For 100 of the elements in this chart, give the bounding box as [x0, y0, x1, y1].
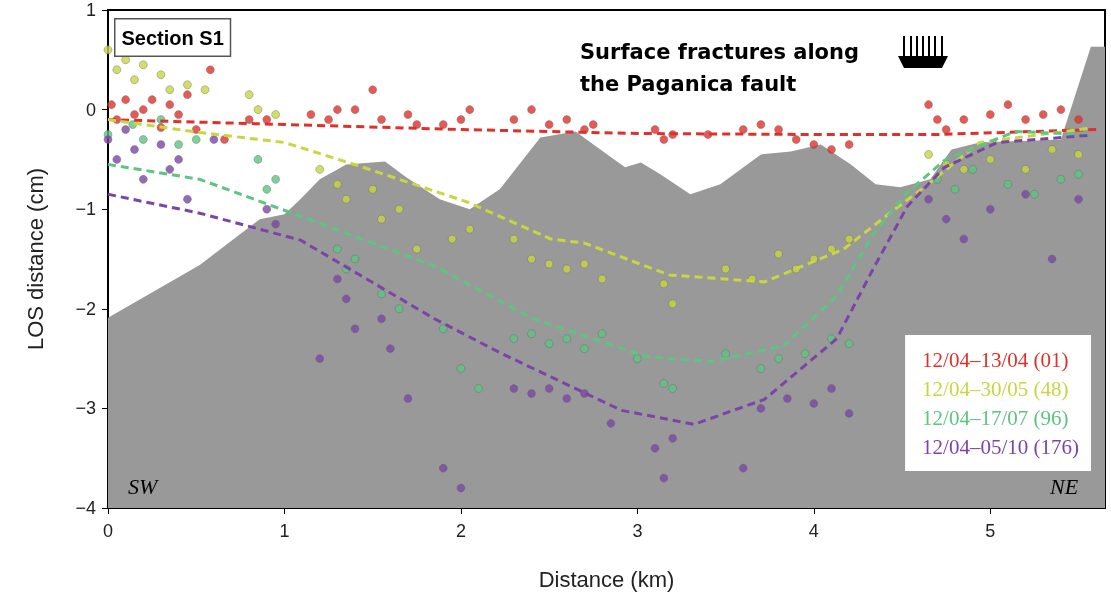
point [562, 115, 572, 124]
point [809, 399, 819, 408]
point [1030, 190, 1039, 199]
point [191, 135, 201, 144]
point [456, 483, 466, 493]
point [774, 125, 783, 134]
point [439, 463, 448, 473]
point [324, 115, 333, 124]
point [739, 125, 748, 134]
point [341, 294, 351, 304]
point [986, 155, 995, 164]
point [156, 70, 166, 79]
point [306, 110, 316, 119]
point [262, 185, 272, 194]
point [439, 324, 448, 333]
point [200, 85, 210, 94]
point [783, 394, 792, 403]
point [968, 165, 977, 174]
point [139, 60, 148, 70]
point [774, 249, 783, 259]
point [562, 264, 572, 274]
point [474, 384, 483, 393]
point [844, 234, 854, 244]
point [183, 90, 192, 99]
point [253, 105, 263, 114]
point [1074, 115, 1083, 124]
point [509, 115, 519, 124]
point [262, 115, 272, 124]
point [271, 175, 280, 184]
point [412, 244, 422, 254]
point [580, 259, 589, 269]
point [597, 274, 607, 284]
point [465, 105, 474, 114]
point [112, 65, 122, 75]
point [350, 105, 360, 114]
point [377, 214, 386, 224]
point [1021, 190, 1030, 199]
point [333, 244, 342, 254]
y-tick-label: −3 [75, 398, 96, 419]
point [130, 75, 139, 84]
point [112, 155, 122, 164]
point [986, 110, 995, 119]
point [562, 334, 572, 343]
point [1021, 115, 1030, 124]
point [130, 145, 139, 154]
point [509, 334, 519, 343]
point [659, 379, 669, 388]
point [544, 339, 554, 348]
point [844, 140, 854, 149]
point [809, 254, 819, 264]
point [253, 155, 263, 164]
point [527, 329, 536, 338]
y-tick-label: −1 [75, 199, 96, 220]
point [544, 259, 554, 269]
point [924, 100, 933, 109]
point [562, 394, 572, 403]
point [959, 115, 969, 124]
point [941, 214, 951, 224]
point [147, 95, 157, 104]
point [456, 115, 466, 124]
text: 12/04–17/07 (96) [922, 405, 1069, 430]
point [1056, 175, 1066, 184]
point [756, 364, 766, 373]
point [220, 135, 229, 144]
point [244, 90, 254, 99]
point [174, 155, 183, 164]
point [412, 120, 422, 129]
point [791, 135, 801, 144]
point [130, 110, 139, 119]
y-axis-title: LOS distance (cm) [22, 167, 48, 351]
point [368, 85, 377, 94]
point [368, 185, 377, 194]
point [827, 384, 836, 393]
point [377, 289, 386, 299]
point [139, 105, 148, 114]
point [1003, 180, 1013, 189]
point [1074, 170, 1083, 179]
x-tick-label: 1 [279, 521, 290, 541]
point [209, 135, 219, 144]
point [597, 329, 607, 338]
point [844, 409, 854, 418]
point [809, 140, 819, 149]
point [650, 443, 660, 453]
point [1003, 100, 1013, 109]
point [403, 110, 413, 119]
point [315, 354, 324, 363]
point [721, 264, 730, 274]
point [206, 65, 215, 75]
point [527, 254, 536, 264]
annotation: Surface fractures along the Paganica fault [580, 40, 867, 96]
point [1021, 165, 1030, 174]
y-tick-label: −4 [75, 498, 96, 518]
x-tick-label: 2 [455, 521, 466, 541]
point [668, 434, 677, 443]
x-axis-title: Distance (km) [538, 566, 675, 592]
point [633, 354, 642, 363]
annotation: NE [1049, 473, 1079, 499]
line-series [106, 118, 1089, 284]
point [844, 339, 854, 348]
x-tick-label: 4 [808, 521, 819, 541]
